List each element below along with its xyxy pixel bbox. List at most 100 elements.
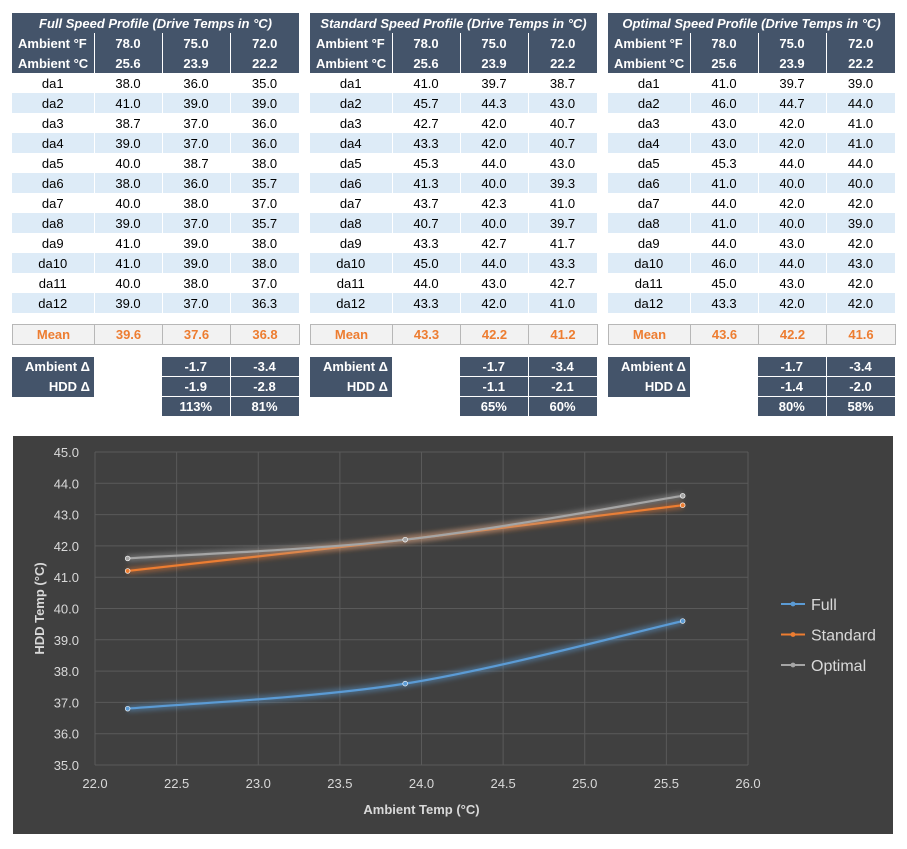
drive-temp: 39.0	[826, 73, 896, 93]
mean-value: 43.6	[690, 324, 759, 345]
drive-temp: 42.0	[826, 193, 896, 213]
blank-cell	[690, 376, 758, 397]
ambient-f-value: 72.0	[230, 33, 300, 53]
drive-temp: 37.0	[162, 133, 231, 153]
drive-name: da5	[608, 153, 691, 173]
drive-temp: 44.0	[690, 233, 759, 253]
x-tick-label: 22.0	[82, 776, 107, 791]
drive-temp: 41.0	[528, 293, 598, 313]
table-row: da7 40.0 38.0 37.0	[12, 193, 300, 213]
drive-temp: 46.0	[690, 93, 759, 113]
drive-temp: 41.0	[94, 253, 163, 273]
y-tick-label: 44.0	[54, 476, 79, 491]
standard-mean-row: Mean 43.3 42.2 41.2	[310, 324, 598, 345]
drive-temp: 37.0	[230, 193, 300, 213]
optimal-mean-row: Mean 43.6 42.2 41.6	[608, 324, 896, 345]
drive-temp: 35.0	[230, 73, 300, 93]
drive-temp: 45.3	[392, 153, 461, 173]
drive-temp: 45.7	[392, 93, 461, 113]
drive-temp: 42.0	[758, 193, 827, 213]
blank-cell	[310, 396, 392, 417]
drive-name: da5	[310, 153, 393, 173]
drive-name: da8	[310, 213, 393, 233]
full-speed-profile-table: Full Speed Profile (Drive Temps in °C) Am…	[12, 13, 300, 313]
drive-temp: 36.0	[162, 173, 231, 193]
ambient-f-label: Ambient °F	[12, 33, 95, 53]
drive-temp: 46.0	[690, 253, 759, 273]
profile-title: Full Speed Profile (Drive Temps in °C)	[12, 13, 300, 33]
drive-temp: 38.0	[230, 253, 300, 273]
drive-name: da3	[310, 113, 393, 133]
ambient-c-value: 22.2	[826, 53, 896, 73]
drive-name: da4	[12, 133, 95, 153]
profile-title: Standard Speed Profile (Drive Temps in °…	[310, 13, 598, 33]
ambient-delta-label: Ambient Δ	[310, 357, 392, 377]
drive-temp: 44.3	[460, 93, 529, 113]
table-row: da11 45.0 43.0 42.0	[608, 273, 896, 293]
drive-temp: 41.0	[690, 213, 759, 233]
ratio-value: 113%	[162, 396, 231, 417]
y-tick-label: 35.0	[54, 758, 79, 773]
ratio-value: 80%	[758, 396, 827, 417]
ambient-c-value: 25.6	[690, 53, 759, 73]
ambient-c-value: 23.9	[460, 53, 529, 73]
ambient-delta-value: -1.7	[162, 357, 231, 377]
hdd-delta-value: -2.8	[230, 376, 300, 397]
drive-temp: 44.0	[460, 153, 529, 173]
full-delta-block: Ambient Δ -1.7 -3.4 HDD Δ -1.9 -2.8 113% 81%	[12, 357, 300, 417]
optimal-series-glow	[127, 492, 684, 562]
table-row: da8 40.7 40.0 39.7	[310, 213, 598, 233]
x-tick-label: 23.0	[246, 776, 271, 791]
standard-legend-label: Standard	[811, 628, 876, 645]
table-row: da10 45.0 44.0 43.3	[310, 253, 598, 273]
blank-cell	[392, 357, 460, 377]
ambient-f-value: 78.0	[392, 33, 461, 53]
drive-temp: 42.7	[392, 113, 461, 133]
drive-temp: 38.0	[162, 193, 231, 213]
ambient-f-value: 72.0	[528, 33, 598, 53]
table-row: da10 41.0 39.0 38.0	[12, 253, 300, 273]
drive-temp: 38.0	[162, 273, 231, 293]
ambient-delta-label: Ambient Δ	[608, 357, 690, 377]
drive-temp: 42.0	[826, 233, 896, 253]
drive-temp: 40.0	[460, 173, 529, 193]
table-row: da3 42.7 42.0 40.7	[310, 113, 598, 133]
hdd-delta-value: -2.1	[528, 376, 598, 397]
table-row: da2 46.0 44.7 44.0	[608, 93, 896, 113]
optimal-data-point	[124, 555, 131, 562]
blank-cell	[608, 396, 690, 417]
x-axis-label: Ambient Temp (°C)	[363, 802, 479, 817]
table-row: da5 45.3 44.0 43.0	[310, 153, 598, 173]
drive-name: da11	[310, 273, 393, 293]
table-row: da4 43.0 42.0 41.0	[608, 133, 896, 153]
drive-temp: 42.0	[460, 293, 529, 313]
ambient-f-value: 75.0	[758, 33, 827, 53]
ambient-f-value: 72.0	[826, 33, 896, 53]
full-legend-marker	[790, 601, 796, 607]
drive-temp: 43.0	[690, 133, 759, 153]
drive-temp: 38.0	[230, 153, 300, 173]
drive-temp: 43.0	[528, 93, 598, 113]
drive-name: da11	[608, 273, 691, 293]
drive-temp: 41.0	[690, 173, 759, 193]
drive-name: da5	[12, 153, 95, 173]
drive-temp: 39.0	[94, 213, 163, 233]
drive-temp: 43.3	[690, 293, 759, 313]
full-mean-row: Mean 39.6 37.6 36.8	[12, 324, 300, 345]
drive-temp: 43.7	[392, 193, 461, 213]
drive-temp: 43.0	[528, 153, 598, 173]
ambient-c-value: 22.2	[230, 53, 300, 73]
drive-temp: 36.0	[230, 133, 300, 153]
drive-temp: 35.7	[230, 173, 300, 193]
drive-name: da10	[310, 253, 393, 273]
optimal-legend-label: Optimal	[811, 658, 866, 675]
ambient-c-value: 23.9	[758, 53, 827, 73]
mean-value: 43.3	[392, 324, 461, 345]
mean-value: 41.2	[528, 324, 598, 345]
table-row: da1 41.0 39.7 39.0	[608, 73, 896, 93]
mean-value: 42.2	[758, 324, 827, 345]
mean-value: 41.6	[826, 324, 896, 345]
drive-name: da9	[310, 233, 393, 253]
ratio-value: 81%	[230, 396, 300, 417]
ambient-c-value: 25.6	[392, 53, 461, 73]
